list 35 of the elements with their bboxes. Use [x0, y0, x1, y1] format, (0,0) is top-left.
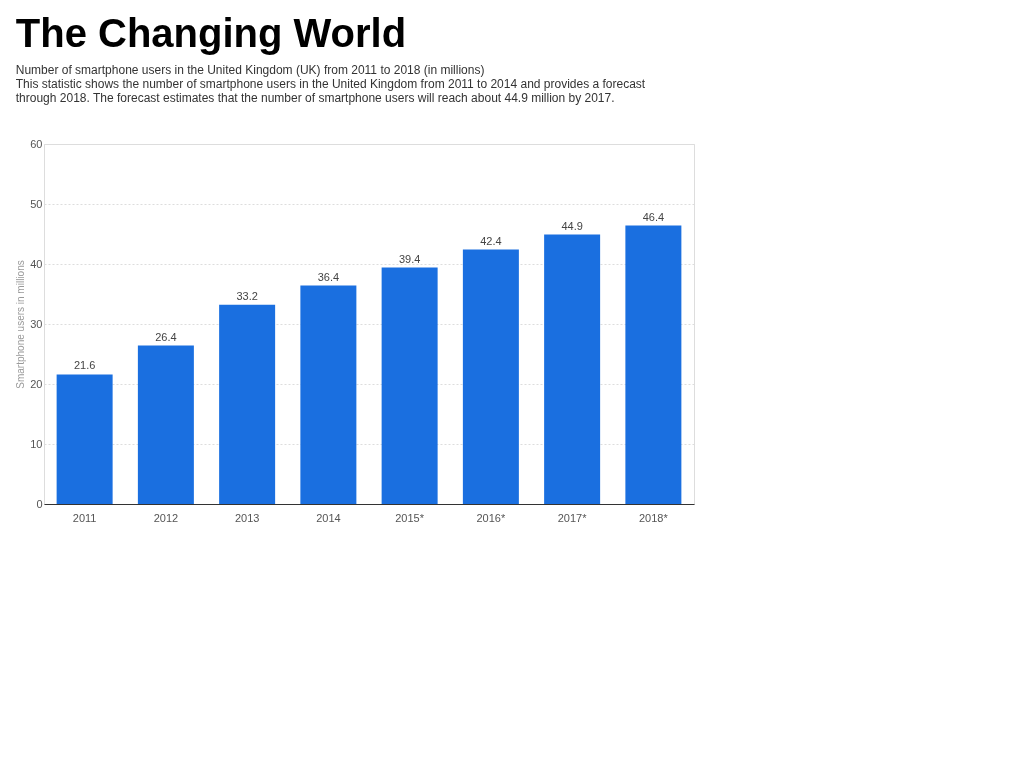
- y-tick-label: 0: [36, 497, 43, 510]
- data-label: 39.4: [398, 252, 421, 265]
- bar: [544, 234, 601, 504]
- data-label: 44.9: [561, 219, 583, 232]
- data-label: 42.4: [480, 234, 502, 247]
- data-label: 46.4: [642, 210, 665, 223]
- bar: [56, 374, 113, 504]
- bar: [625, 225, 682, 504]
- y-tick-label: 50: [30, 197, 43, 210]
- x-tick-label: 2018*: [638, 511, 669, 524]
- x-tick-label: 2015*: [395, 511, 425, 524]
- x-tick-label: 2016*: [476, 511, 506, 524]
- data-label: 26.4: [155, 330, 177, 343]
- chart-title: The Changing World: [15, 11, 407, 55]
- x-tick-label: 2014: [316, 511, 341, 524]
- y-tick-label: 10: [30, 437, 43, 450]
- bar: [300, 285, 357, 504]
- bar: [462, 249, 519, 504]
- data-label: 36.4: [317, 270, 340, 283]
- x-tick-label: 2013: [234, 511, 260, 524]
- data-label: 21.6: [73, 359, 96, 372]
- y-tick-label: 60: [30, 137, 43, 150]
- y-tick-label: 20: [30, 377, 43, 390]
- x-tick-label: 2017*: [557, 511, 588, 524]
- bar: [137, 345, 194, 504]
- y-tick-label: 30: [30, 317, 43, 330]
- x-tick-label: 2011: [72, 511, 97, 524]
- data-label: 33.2: [236, 289, 258, 302]
- y-axis-title: Smartphone users in millions: [15, 260, 27, 389]
- y-tick-label: 40: [30, 257, 43, 270]
- bar: [381, 267, 438, 504]
- chart-subtitle: Number of smartphone users in the United Kingdom (UK) from 2011 to 2018 (in millions): [15, 63, 485, 77]
- text: This statistic shows the number of smartphone users in the United Kingdom from 2011 to 2014 and provides a forecast through 2018. The forecast estimates that the number of smartphone users will reach about 44.9 million by 2017.: [15, 77, 646, 105]
- bar: [219, 304, 276, 504]
- x-tick-label: 2012: [153, 511, 179, 524]
